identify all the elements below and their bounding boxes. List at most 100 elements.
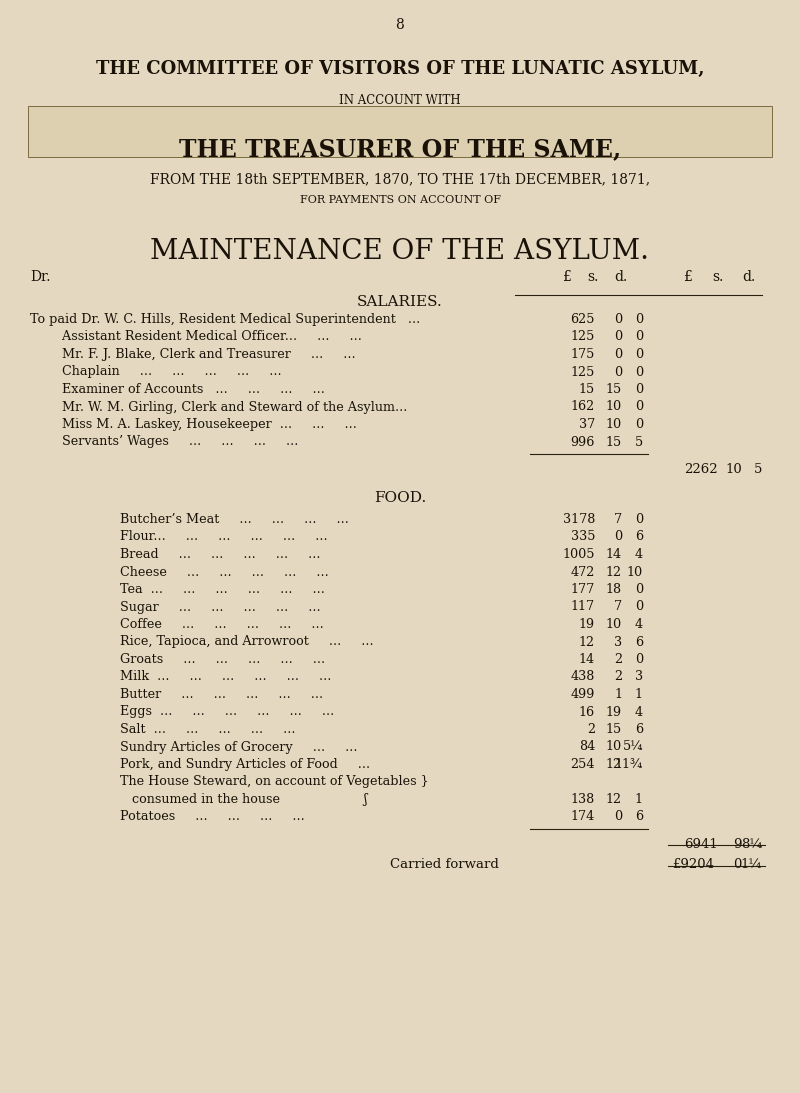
Text: Potatoes     ...     ...     ...     ...: Potatoes ... ... ... ... — [120, 811, 305, 823]
Text: FOOD.: FOOD. — [374, 491, 426, 505]
Text: 12: 12 — [606, 565, 622, 578]
Text: Assistant Resident Medical Officer...     ...     ...: Assistant Resident Medical Officer... ..… — [30, 330, 362, 343]
Text: Sundry Articles of Grocery     ...     ...: Sundry Articles of Grocery ... ... — [120, 740, 358, 753]
Text: s.: s. — [712, 270, 723, 284]
Text: 4: 4 — [635, 548, 643, 561]
Text: 0: 0 — [614, 365, 622, 378]
Text: IN ACCOUNT WITH: IN ACCOUNT WITH — [339, 94, 461, 107]
Text: 19: 19 — [579, 618, 595, 631]
Bar — [28, 106, 772, 157]
Text: 125: 125 — [570, 330, 595, 343]
Text: Carried forward: Carried forward — [390, 858, 499, 871]
Text: 0: 0 — [635, 348, 643, 361]
Text: Rice, Tapioca, and Arrowroot     ...     ...: Rice, Tapioca, and Arrowroot ... ... — [120, 635, 374, 648]
Text: 0: 0 — [635, 365, 643, 378]
Text: 0: 0 — [614, 348, 622, 361]
Text: 12: 12 — [606, 759, 622, 771]
Text: 2262: 2262 — [684, 463, 718, 475]
Text: 0: 0 — [635, 653, 643, 666]
Text: 6941: 6941 — [684, 838, 718, 851]
Text: 2: 2 — [614, 653, 622, 666]
Text: d.: d. — [742, 270, 755, 284]
Text: Flour...     ...     ...     ...     ...     ...: Flour... ... ... ... ... ... — [120, 530, 328, 543]
Text: 14: 14 — [606, 548, 622, 561]
Text: To paid Dr. W. C. Hills, Resident Medical Superintendent   ...: To paid Dr. W. C. Hills, Resident Medica… — [30, 313, 420, 326]
Text: 16: 16 — [579, 705, 595, 718]
Text: 1: 1 — [635, 687, 643, 701]
Text: 18: 18 — [606, 583, 622, 596]
Text: consumed in the house                     ʃ: consumed in the house ʃ — [120, 794, 367, 806]
Text: 84: 84 — [578, 740, 595, 753]
Text: THE COMMITTEE OF VISITORS OF THE LUNATIC ASYLUM,: THE COMMITTEE OF VISITORS OF THE LUNATIC… — [96, 60, 704, 78]
Text: 996: 996 — [570, 435, 595, 448]
Text: 125: 125 — [570, 365, 595, 378]
Text: 3: 3 — [635, 670, 643, 683]
Text: 7: 7 — [614, 513, 622, 526]
Text: Chaplain     ...     ...     ...     ...     ...: Chaplain ... ... ... ... ... — [30, 365, 282, 378]
Text: 6: 6 — [635, 635, 643, 648]
Text: 2: 2 — [614, 670, 622, 683]
Text: Mr. F. J. Blake, Clerk and Treasurer     ...     ...: Mr. F. J. Blake, Clerk and Treasurer ...… — [30, 348, 356, 361]
Text: Groats     ...     ...     ...     ...     ...: Groats ... ... ... ... ... — [120, 653, 325, 666]
Text: Butter     ...     ...     ...     ...     ...: Butter ... ... ... ... ... — [120, 687, 323, 701]
Text: 10: 10 — [606, 740, 622, 753]
Text: 0: 0 — [635, 418, 643, 431]
Text: 0: 0 — [635, 583, 643, 596]
Text: 10: 10 — [627, 565, 643, 578]
Text: Pork, and Sundry Articles of Food     ...: Pork, and Sundry Articles of Food ... — [120, 759, 370, 771]
Text: 625: 625 — [570, 313, 595, 326]
Text: 11¾: 11¾ — [614, 759, 643, 771]
Text: Tea  ...     ...     ...     ...     ...     ...: Tea ... ... ... ... ... ... — [120, 583, 325, 596]
Text: 12: 12 — [579, 635, 595, 648]
Text: 6: 6 — [635, 722, 643, 736]
Text: Mr. W. M. Girling, Clerk and Steward of the Asylum...: Mr. W. M. Girling, Clerk and Steward of … — [30, 400, 407, 413]
Text: 177: 177 — [570, 583, 595, 596]
Text: 0: 0 — [614, 811, 622, 823]
Text: Servants’ Wages     ...     ...     ...     ...: Servants’ Wages ... ... ... ... — [30, 435, 298, 448]
Text: The House Steward, on account of Vegetables }: The House Steward, on account of Vegetab… — [120, 776, 429, 788]
Text: 10: 10 — [606, 618, 622, 631]
Text: Coffee     ...     ...     ...     ...     ...: Coffee ... ... ... ... ... — [120, 618, 324, 631]
Text: 0: 0 — [734, 858, 742, 871]
Text: 117: 117 — [571, 600, 595, 613]
Text: 4: 4 — [635, 705, 643, 718]
Text: 0: 0 — [635, 383, 643, 396]
Text: Dr.: Dr. — [30, 270, 50, 284]
Text: 0: 0 — [635, 313, 643, 326]
Text: £: £ — [683, 270, 692, 284]
Text: Cheese     ...     ...     ...     ...     ...: Cheese ... ... ... ... ... — [120, 565, 329, 578]
Text: 15: 15 — [606, 435, 622, 448]
Text: Bread     ...     ...     ...     ...     ...: Bread ... ... ... ... ... — [120, 548, 321, 561]
Text: s.: s. — [587, 270, 598, 284]
Text: 174: 174 — [570, 811, 595, 823]
Text: 162: 162 — [570, 400, 595, 413]
Text: 5¼: 5¼ — [622, 740, 643, 753]
Text: Examiner of Accounts   ...     ...     ...     ...: Examiner of Accounts ... ... ... ... — [30, 383, 325, 396]
Text: Eggs  ...     ...     ...     ...     ...     ...: Eggs ... ... ... ... ... ... — [120, 705, 334, 718]
Text: 1: 1 — [614, 687, 622, 701]
Text: 8: 8 — [396, 17, 404, 32]
Text: 10: 10 — [606, 400, 622, 413]
Text: 1: 1 — [635, 794, 643, 806]
Text: 37: 37 — [578, 418, 595, 431]
Text: 10: 10 — [606, 418, 622, 431]
Text: 0: 0 — [635, 400, 643, 413]
Text: 6: 6 — [635, 530, 643, 543]
Text: £: £ — [562, 270, 571, 284]
Text: 6: 6 — [635, 811, 643, 823]
Text: Butcher’s Meat     ...     ...     ...     ...: Butcher’s Meat ... ... ... ... — [120, 513, 349, 526]
Text: THE TREASURER OF THE SAME,: THE TREASURER OF THE SAME, — [179, 137, 621, 161]
Text: 254: 254 — [570, 759, 595, 771]
Text: 7: 7 — [614, 600, 622, 613]
Text: 3: 3 — [614, 635, 622, 648]
Text: Milk  ...     ...     ...     ...     ...     ...: Milk ... ... ... ... ... ... — [120, 670, 331, 683]
Text: 138: 138 — [570, 794, 595, 806]
Text: 0: 0 — [635, 330, 643, 343]
Text: 0: 0 — [635, 513, 643, 526]
Text: 12: 12 — [606, 794, 622, 806]
Text: FOR PAYMENTS ON ACCOUNT OF: FOR PAYMENTS ON ACCOUNT OF — [299, 195, 501, 205]
Text: 1¼: 1¼ — [741, 858, 762, 871]
Text: 9: 9 — [734, 838, 742, 851]
Text: 5: 5 — [754, 463, 762, 475]
Text: 2: 2 — [587, 722, 595, 736]
